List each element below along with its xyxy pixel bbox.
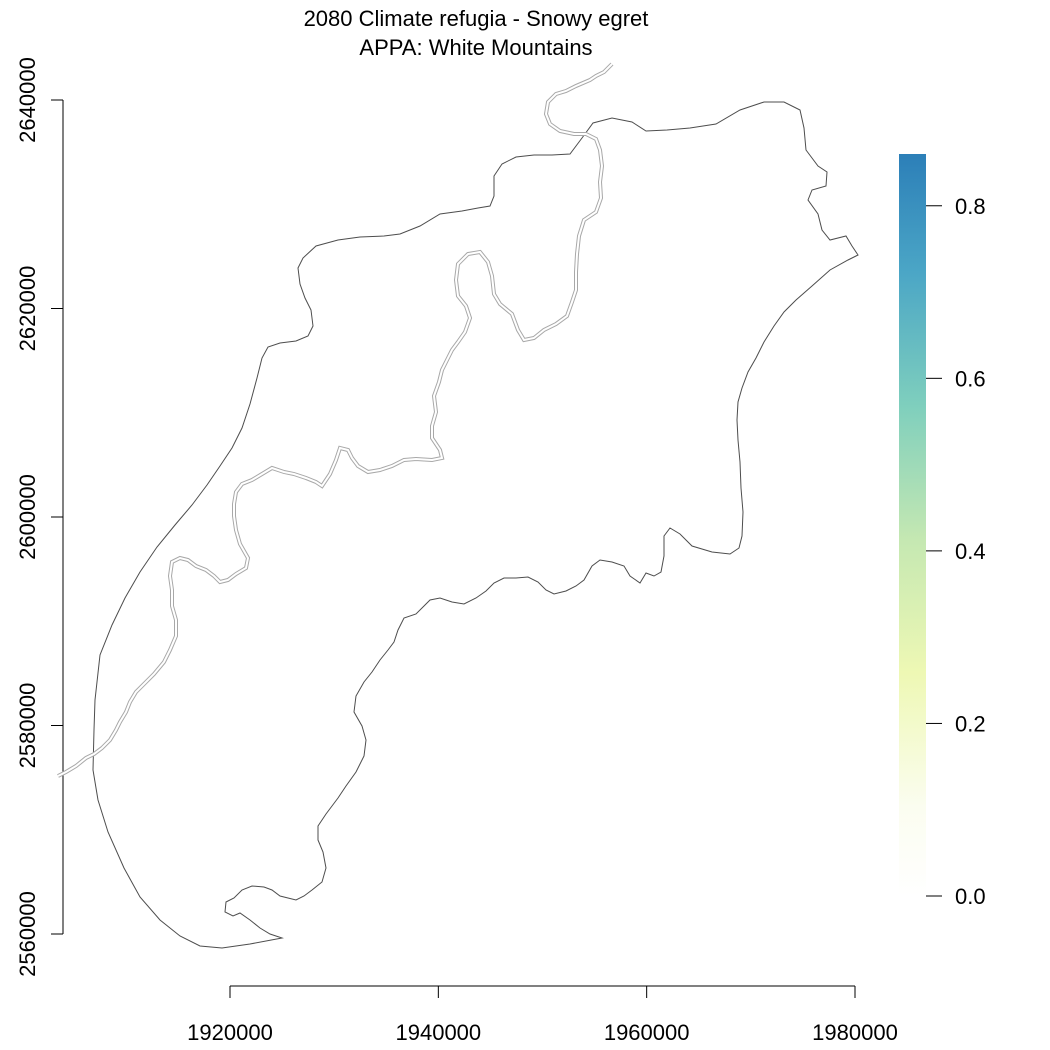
- colorbar: [899, 154, 926, 896]
- x-axis: 1920000 1940000 1960000 1980000: [187, 985, 898, 1045]
- appa-boundary: [92, 101, 859, 949]
- y-axis: 2560000 2580000 2600000 2620000 2640000: [15, 57, 64, 977]
- colorbar-tick-label: 0.6: [955, 366, 986, 391]
- colorbar-tick-label: 0.0: [955, 884, 986, 909]
- map-title-line1: 2080 Climate refugia - Snowy egret: [304, 6, 649, 31]
- x-tick-label: 1920000: [187, 1020, 273, 1045]
- y-tick-label: 2600000: [15, 474, 40, 560]
- y-tick-label: 2560000: [15, 891, 40, 977]
- y-tick-label: 2640000: [15, 57, 40, 143]
- x-tick-label: 1960000: [604, 1020, 690, 1045]
- x-tick-label: 1940000: [396, 1020, 482, 1045]
- colorbar-tick-label: 0.4: [955, 539, 986, 564]
- colorbar-tick-label: 0.8: [955, 194, 986, 219]
- y-tick-label: 2620000: [15, 266, 40, 352]
- colorbar-legend: 0.0 0.2 0.4 0.6 0.8: [899, 154, 986, 909]
- x-tick-label: 1980000: [812, 1020, 898, 1045]
- y-tick-label: 2580000: [15, 683, 40, 769]
- appalachian-trail: [57, 62, 614, 778]
- colorbar-tick-label: 0.2: [955, 711, 986, 736]
- map-title-line2: APPA: White Mountains: [359, 35, 592, 60]
